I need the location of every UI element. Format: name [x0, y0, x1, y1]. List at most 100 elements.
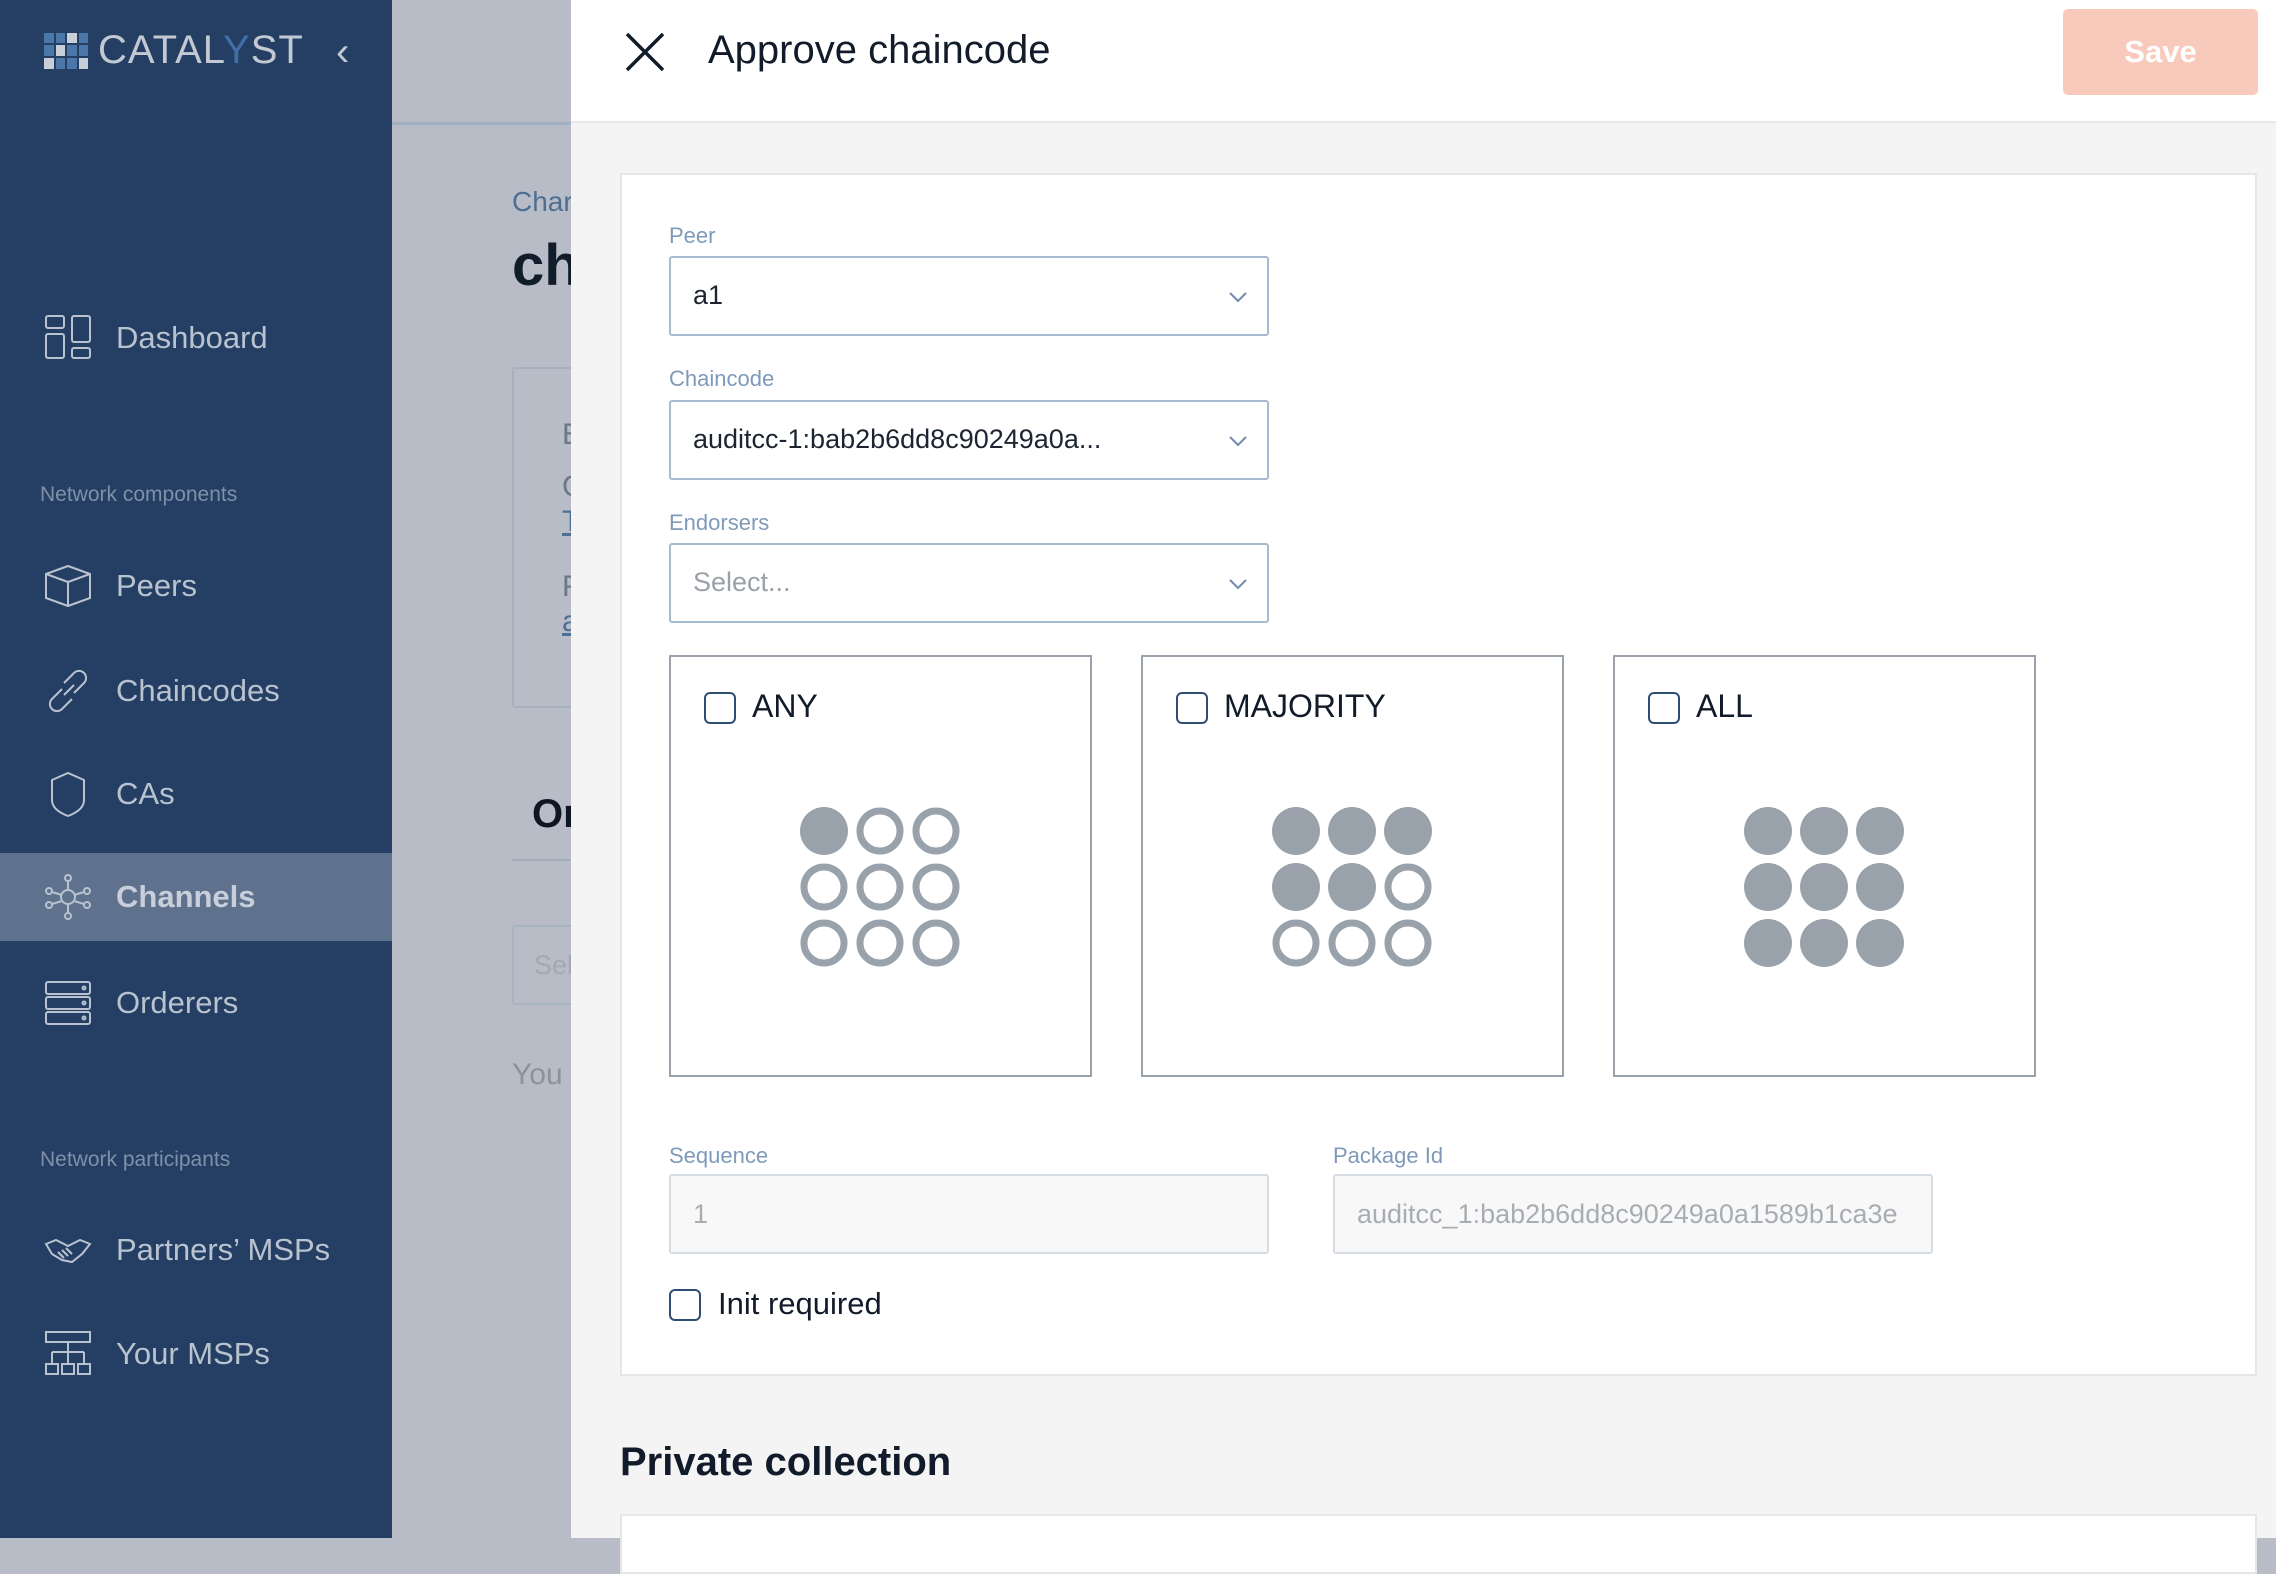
- panel-title: Approve chaincode: [708, 28, 1051, 72]
- catalyst-logo[interactable]: CATALYST: [44, 28, 304, 73]
- chevron-down-icon: [1229, 579, 1247, 590]
- sidebar-item-partners-msps[interactable]: Partners’ MSPs: [0, 1206, 392, 1294]
- filled-dot: [1800, 863, 1848, 911]
- empty-dot: [800, 863, 848, 911]
- empty-dot: [1384, 863, 1432, 911]
- chaincode-select[interactable]: auditcc-1:bab2b6dd8c90249a0a...: [669, 400, 1269, 480]
- filled-dot: [1800, 919, 1848, 967]
- note-text: You: [512, 1058, 563, 1091]
- policy-majority-checkbox[interactable]: [1176, 692, 1208, 724]
- chaincode-value: auditcc-1:bab2b6dd8c90249a0a...: [693, 424, 1102, 454]
- policy-option-majority[interactable]: MAJORITY: [1141, 655, 1564, 1077]
- endorsers-placeholder: Select...: [693, 567, 791, 597]
- logo-text: CATALYST: [98, 28, 304, 72]
- filled-dot: [1744, 863, 1792, 911]
- chaincode-label: Chaincode: [669, 366, 775, 391]
- background-page: Char ch E C T F a Or Sel You: [392, 0, 572, 1538]
- policy-all-checkbox[interactable]: [1648, 692, 1680, 724]
- policy-option-any[interactable]: ANY: [669, 655, 1092, 1077]
- empty-dot: [912, 919, 960, 967]
- dashboard-icon: [45, 315, 91, 359]
- policy-label: ALL: [1696, 688, 1753, 724]
- link-icon: [48, 669, 88, 713]
- sidebar-item-chaincodes[interactable]: Chaincodes: [0, 647, 392, 735]
- filled-dot: [1272, 807, 1320, 855]
- init-required-checkbox[interactable]: [669, 1289, 701, 1321]
- page-title: ch: [512, 233, 572, 298]
- network-icon: [45, 874, 91, 920]
- sidebar-item-label: Chaincodes: [116, 673, 280, 708]
- sequence-input[interactable]: 1: [669, 1174, 1269, 1254]
- empty-dot: [912, 863, 960, 911]
- sidebar-item-label: Partners’ MSPs: [116, 1232, 331, 1267]
- package-id-label: Package Id: [1333, 1143, 1444, 1168]
- breadcrumb: Char: [512, 186, 572, 217]
- empty-dot: [856, 807, 904, 855]
- sidebar-item-label: Peers: [116, 568, 197, 603]
- package-id-input[interactable]: auditcc_1:bab2b6dd8c90249a0a1589b1ca3e: [1333, 1174, 1933, 1254]
- policy-option-all[interactable]: ALL: [1613, 655, 2036, 1077]
- sidebar-item-peers[interactable]: Peers: [0, 542, 392, 630]
- section-network-participants: Network participants: [40, 1148, 231, 1171]
- peer-label: Peer: [669, 223, 716, 248]
- filled-dot: [1856, 807, 1904, 855]
- org-chart-icon: [45, 1331, 91, 1375]
- approve-chaincode-panel: Approve chaincode Save Peer a1 Chaincode…: [571, 0, 2276, 1574]
- card-link[interactable]: T: [562, 505, 572, 538]
- empty-dot: [1384, 919, 1432, 967]
- sidebar-item-dashboard[interactable]: Dashboard: [0, 294, 392, 382]
- sidebar-item-label: Dashboard: [116, 320, 268, 355]
- handshake-icon: [44, 1238, 92, 1264]
- init-required-label: Init required: [718, 1286, 882, 1321]
- sidebar-item-label: CAs: [116, 776, 175, 811]
- empty-dot: [856, 919, 904, 967]
- filled-dot: [800, 807, 848, 855]
- sidebar-item-your-msps[interactable]: Your MSPs: [0, 1310, 392, 1398]
- empty-dot: [912, 807, 960, 855]
- endorsers-label: Endorsers: [669, 510, 770, 535]
- empty-dot: [1328, 919, 1376, 967]
- filled-dot: [1856, 863, 1904, 911]
- endorsers-select[interactable]: Select...: [669, 543, 1269, 623]
- server-icon: [45, 981, 91, 1025]
- dot-grid-icon: [1272, 807, 1432, 967]
- collapse-sidebar-chevron-left-icon[interactable]: ‹: [336, 30, 350, 74]
- filled-dot: [1272, 863, 1320, 911]
- section-network-components: Network components: [40, 483, 238, 506]
- sidebar-item-orderers[interactable]: Orderers: [0, 959, 392, 1047]
- form-card: Peer a1 Chaincode auditcc-1:bab2b6dd8c90…: [620, 173, 2257, 1376]
- cube-icon: [45, 564, 91, 608]
- select-placeholder: Sel: [534, 950, 572, 980]
- dot-grid-icon: [1744, 807, 1904, 967]
- sidebar-item-label: Orderers: [116, 985, 239, 1020]
- sidebar-item-label: Channels: [116, 879, 256, 914]
- card-text: E: [562, 418, 572, 452]
- logo-cube-icon: [44, 32, 88, 69]
- sidebar-item-label: Your MSPs: [116, 1336, 270, 1371]
- tab-heading: Or: [532, 792, 572, 836]
- peer-select[interactable]: a1: [669, 256, 1269, 336]
- sidebar: CATALYST ‹ Dashboard Network components …: [0, 0, 392, 1538]
- sidebar-item-channels[interactable]: Channels: [0, 853, 392, 941]
- save-button[interactable]: Save: [2063, 9, 2258, 95]
- private-collection-card: [620, 1514, 2257, 1574]
- empty-dot: [856, 863, 904, 911]
- chevron-down-icon: [1229, 292, 1247, 303]
- filled-dot: [1328, 863, 1376, 911]
- card-text: F: [562, 570, 572, 603]
- filled-dot: [1800, 807, 1848, 855]
- sequence-label: Sequence: [669, 1143, 769, 1168]
- filled-dot: [1856, 919, 1904, 967]
- filled-dot: [1384, 807, 1432, 855]
- info-card: [512, 367, 572, 708]
- sidebar-item-cas[interactable]: CAs: [0, 750, 392, 838]
- background-select: [512, 925, 572, 1005]
- dot-grid-icon: [800, 807, 960, 967]
- close-icon[interactable]: [623, 30, 667, 74]
- empty-dot: [1272, 919, 1320, 967]
- panel-header: Approve chaincode Save: [571, 0, 2276, 123]
- filled-dot: [1744, 807, 1792, 855]
- policy-any-checkbox[interactable]: [704, 692, 736, 724]
- policy-label: MAJORITY: [1224, 688, 1386, 724]
- card-link[interactable]: a: [562, 605, 572, 638]
